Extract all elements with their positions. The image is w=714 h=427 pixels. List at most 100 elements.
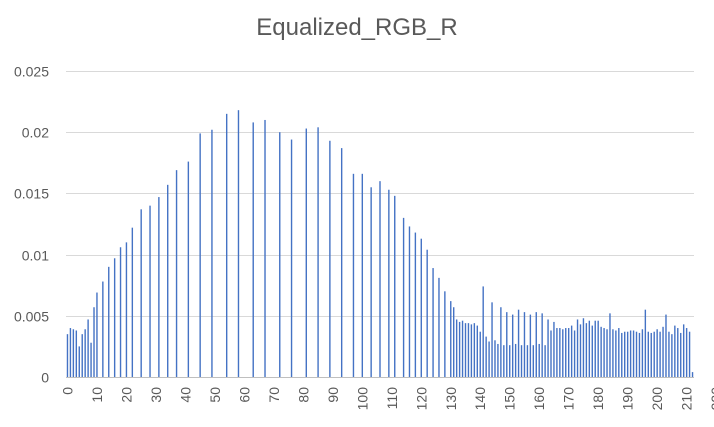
bar (668, 331, 670, 377)
bar (467, 323, 470, 377)
bar (588, 320, 591, 377)
bar (685, 328, 688, 377)
x-tick-label: 80 (295, 387, 311, 403)
y-tick-label: 0.02 (22, 125, 49, 141)
bar (570, 325, 573, 377)
bar (72, 329, 75, 377)
bar (573, 330, 576, 377)
bar (108, 266, 110, 377)
bar (69, 328, 72, 377)
bar (662, 326, 664, 377)
bar (514, 343, 517, 377)
bar (665, 314, 667, 377)
bar (237, 110, 240, 378)
x-tick-label: 20 (118, 387, 134, 403)
bar (482, 286, 484, 377)
bar (550, 330, 552, 377)
bar (615, 330, 617, 377)
bar (691, 372, 694, 377)
bar (565, 328, 567, 377)
bar (500, 307, 502, 377)
x-tick-label: 100 (354, 387, 370, 411)
bar (621, 332, 623, 377)
bar (90, 342, 92, 377)
bar (541, 313, 543, 377)
bar (414, 232, 417, 377)
bar (562, 329, 564, 377)
bar (279, 132, 281, 377)
bar (553, 321, 555, 377)
bar (618, 328, 620, 377)
bar (81, 334, 83, 377)
bar (591, 325, 593, 377)
bar (497, 343, 499, 377)
bar (682, 324, 685, 377)
bar (585, 323, 588, 377)
bar (641, 329, 644, 377)
bar (659, 331, 661, 377)
bar (149, 205, 151, 377)
bar (626, 331, 629, 377)
bar (131, 227, 134, 377)
bar (252, 122, 254, 377)
bar (329, 140, 331, 377)
y-tick-label: 0.015 (14, 186, 49, 202)
bar (78, 346, 80, 377)
x-tick-label: 190 (620, 387, 636, 411)
bar (119, 247, 122, 377)
bar (650, 332, 652, 377)
bar (538, 343, 540, 377)
bar (305, 128, 307, 377)
x-tick-label: 70 (266, 387, 282, 403)
y-tick-label: 0.005 (14, 309, 49, 325)
x-tick-label: 120 (413, 387, 429, 411)
bar (264, 119, 266, 378)
bar (579, 324, 582, 377)
bar (523, 312, 526, 377)
bar (594, 320, 596, 377)
bar (340, 148, 343, 377)
bar (96, 292, 98, 377)
bar (532, 345, 535, 377)
bar (140, 209, 142, 377)
bar (444, 291, 446, 377)
bar (93, 307, 95, 377)
bar (438, 277, 440, 377)
bar (453, 307, 455, 377)
bar (476, 325, 478, 377)
bar (102, 281, 104, 377)
bar (361, 173, 364, 377)
x-tick-label: 220 (708, 387, 714, 411)
bar (603, 328, 605, 377)
bar (464, 323, 467, 377)
bar (680, 332, 682, 377)
bar (211, 129, 213, 377)
bar (635, 331, 638, 377)
bar (582, 318, 585, 377)
bar (199, 133, 201, 377)
bar (559, 328, 561, 377)
x-tick-label: 50 (207, 387, 223, 403)
bar (450, 301, 452, 377)
chart-title: Equalized_RGB_R (256, 14, 458, 41)
bar (461, 320, 464, 377)
x-tick-label: 40 (177, 387, 193, 403)
x-tick-label: 140 (472, 387, 488, 411)
bar (597, 320, 599, 377)
bar (175, 170, 178, 377)
bar (576, 319, 579, 377)
bar (629, 330, 632, 377)
bar (520, 345, 523, 377)
y-axis-ticks: 0 0.005 0.01 0.015 0.02 0.025 (14, 64, 49, 386)
bar (485, 336, 487, 377)
x-tick-label: 60 (236, 387, 252, 403)
x-tick-label: 130 (443, 387, 459, 411)
x-tick-label: 150 (502, 387, 518, 411)
bar (529, 314, 532, 377)
x-tick-label: 0 (59, 387, 75, 395)
bar (511, 314, 514, 377)
x-tick-label: 210 (679, 387, 695, 411)
bar (187, 161, 190, 377)
bar (225, 113, 228, 377)
